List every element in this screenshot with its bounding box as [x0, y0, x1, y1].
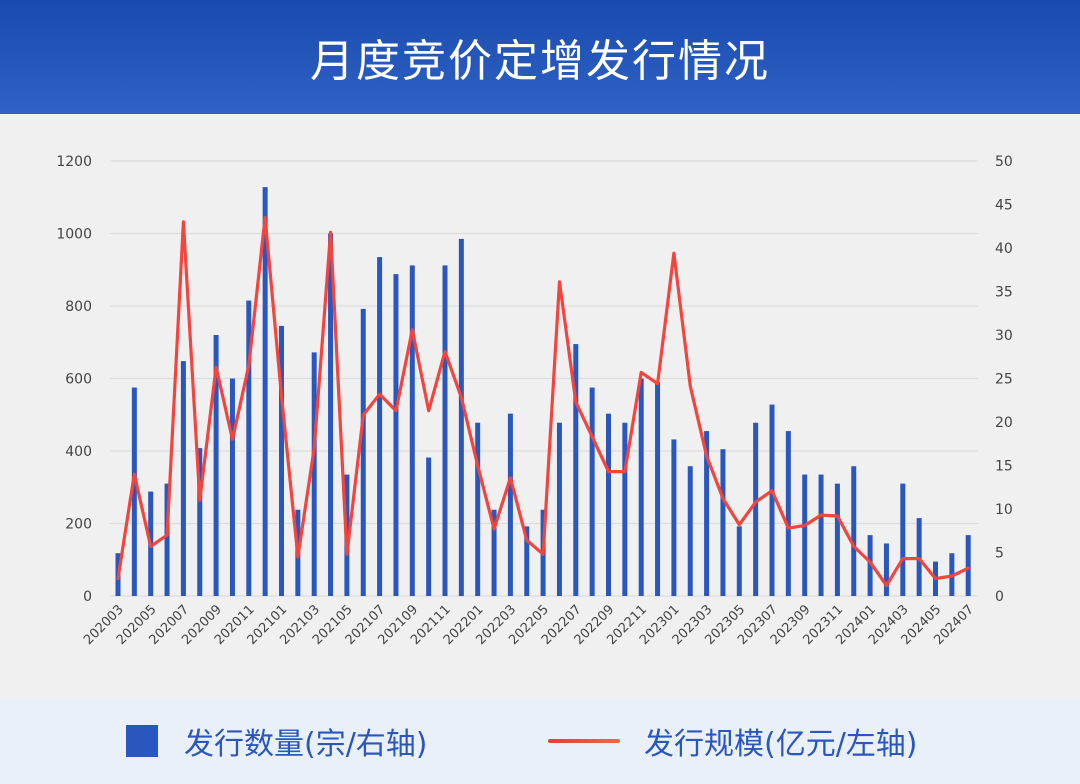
bar-202311: [834, 483, 840, 596]
bar-202011: [246, 300, 252, 596]
bar-202208: [589, 387, 595, 596]
bar-202108: [393, 274, 399, 596]
bar-202111: [442, 265, 448, 596]
bar-202203: [507, 413, 513, 596]
bar-202209: [606, 413, 611, 596]
x-axis: 2020032020052020072020092020112021012021…: [81, 602, 977, 648]
right-tick-label: 20: [995, 415, 1013, 431]
bar-series: [115, 187, 971, 596]
bar-202211: [638, 378, 644, 596]
left-tick-label: 600: [65, 372, 92, 388]
bar-202305: [736, 526, 742, 596]
chart-title: 月度竞价定增发行情况: [310, 36, 770, 87]
bar-202110: [426, 457, 432, 596]
legend-item-bars: 发行数量(宗/右轴): [126, 698, 428, 784]
left-tick-label: 400: [65, 444, 92, 460]
line-series: [116, 215, 970, 588]
legend-bar-swatch: [126, 725, 158, 757]
left-tick-label: 800: [65, 299, 92, 315]
bar-202308: [785, 431, 791, 596]
bar-202107: [377, 257, 383, 596]
bar-202402: [883, 543, 889, 596]
bar-202101: [279, 325, 284, 596]
bar-202004: [131, 387, 137, 596]
bar-202202: [491, 509, 497, 596]
right-tick-label: 10: [995, 502, 1013, 518]
line-series-path: [116, 215, 970, 588]
legend-line-label: 发行规模(亿元/左轴): [644, 727, 918, 762]
legend-bar-label: 发行数量(宗/右轴): [184, 727, 428, 762]
bar-202403: [900, 483, 906, 596]
plot-area: 0 200 400 600 800 1000 1200 0 5 10 15 20 25 30 35 40 45…: [0, 114, 1080, 698]
bar-202109: [409, 265, 415, 596]
left-tick-label: 200: [65, 517, 92, 533]
right-tick-label: 5: [995, 546, 1004, 562]
right-tick-label: 30: [995, 328, 1013, 344]
right-tick-label: 45: [995, 198, 1013, 214]
bar-202010: [229, 378, 235, 596]
bar-202207: [573, 344, 579, 596]
bar-202407: [965, 535, 971, 596]
bar-202009: [213, 335, 219, 596]
right-tick-label: 25: [995, 372, 1013, 388]
legend-item-line: 发行规模(亿元/左轴): [548, 698, 918, 784]
bar-202104: [328, 233, 334, 596]
bar-202106: [360, 308, 366, 596]
right-tick-label: 50: [995, 154, 1013, 170]
chart-header: 月度竞价定增发行情况: [0, 0, 1080, 114]
right-tick-label: 0: [995, 589, 1004, 605]
bar-202201: [475, 422, 481, 596]
bar-202204: [524, 526, 530, 596]
bar-202401: [867, 535, 873, 596]
left-tick-label: 1000: [56, 227, 92, 243]
bar-202008: [197, 448, 203, 596]
right-tick-label: 35: [995, 285, 1013, 301]
bar-202310: [818, 474, 824, 596]
bar-202309: [802, 474, 808, 596]
bar-202103: [311, 352, 317, 596]
right-tick-label: 40: [995, 241, 1013, 257]
bar-202212: [655, 382, 661, 596]
bar-202006: [164, 483, 170, 596]
bar-202007: [180, 361, 186, 596]
left-axis: 0 200 400 600 800 1000 1200: [56, 154, 92, 605]
right-axis: 0 5 10 15 20 25 30 35 40 45 50: [995, 154, 1013, 605]
legend-line-swatch: [548, 739, 620, 743]
bar-202012: [262, 187, 268, 596]
bar-202306: [753, 422, 759, 596]
bar-202303: [704, 431, 710, 596]
bar-202301: [671, 439, 677, 596]
bar-202210: [622, 422, 628, 596]
bar-202206: [556, 422, 562, 596]
bar-202112: [458, 238, 464, 596]
right-tick-label: 15: [995, 459, 1013, 475]
bar-202304: [720, 449, 726, 596]
bar-202312: [851, 466, 857, 596]
bar-202307: [769, 404, 775, 596]
chart-svg: 0 200 400 600 800 1000 1200 0 5 10 15 20 25 30 35 40 45…: [56, 154, 1013, 648]
left-tick-label: 0: [83, 589, 92, 605]
left-tick-label: 1200: [56, 154, 92, 170]
bar-202302: [687, 466, 693, 596]
legend: 发行数量(宗/右轴) 发行规模(亿元/左轴): [0, 698, 1080, 784]
